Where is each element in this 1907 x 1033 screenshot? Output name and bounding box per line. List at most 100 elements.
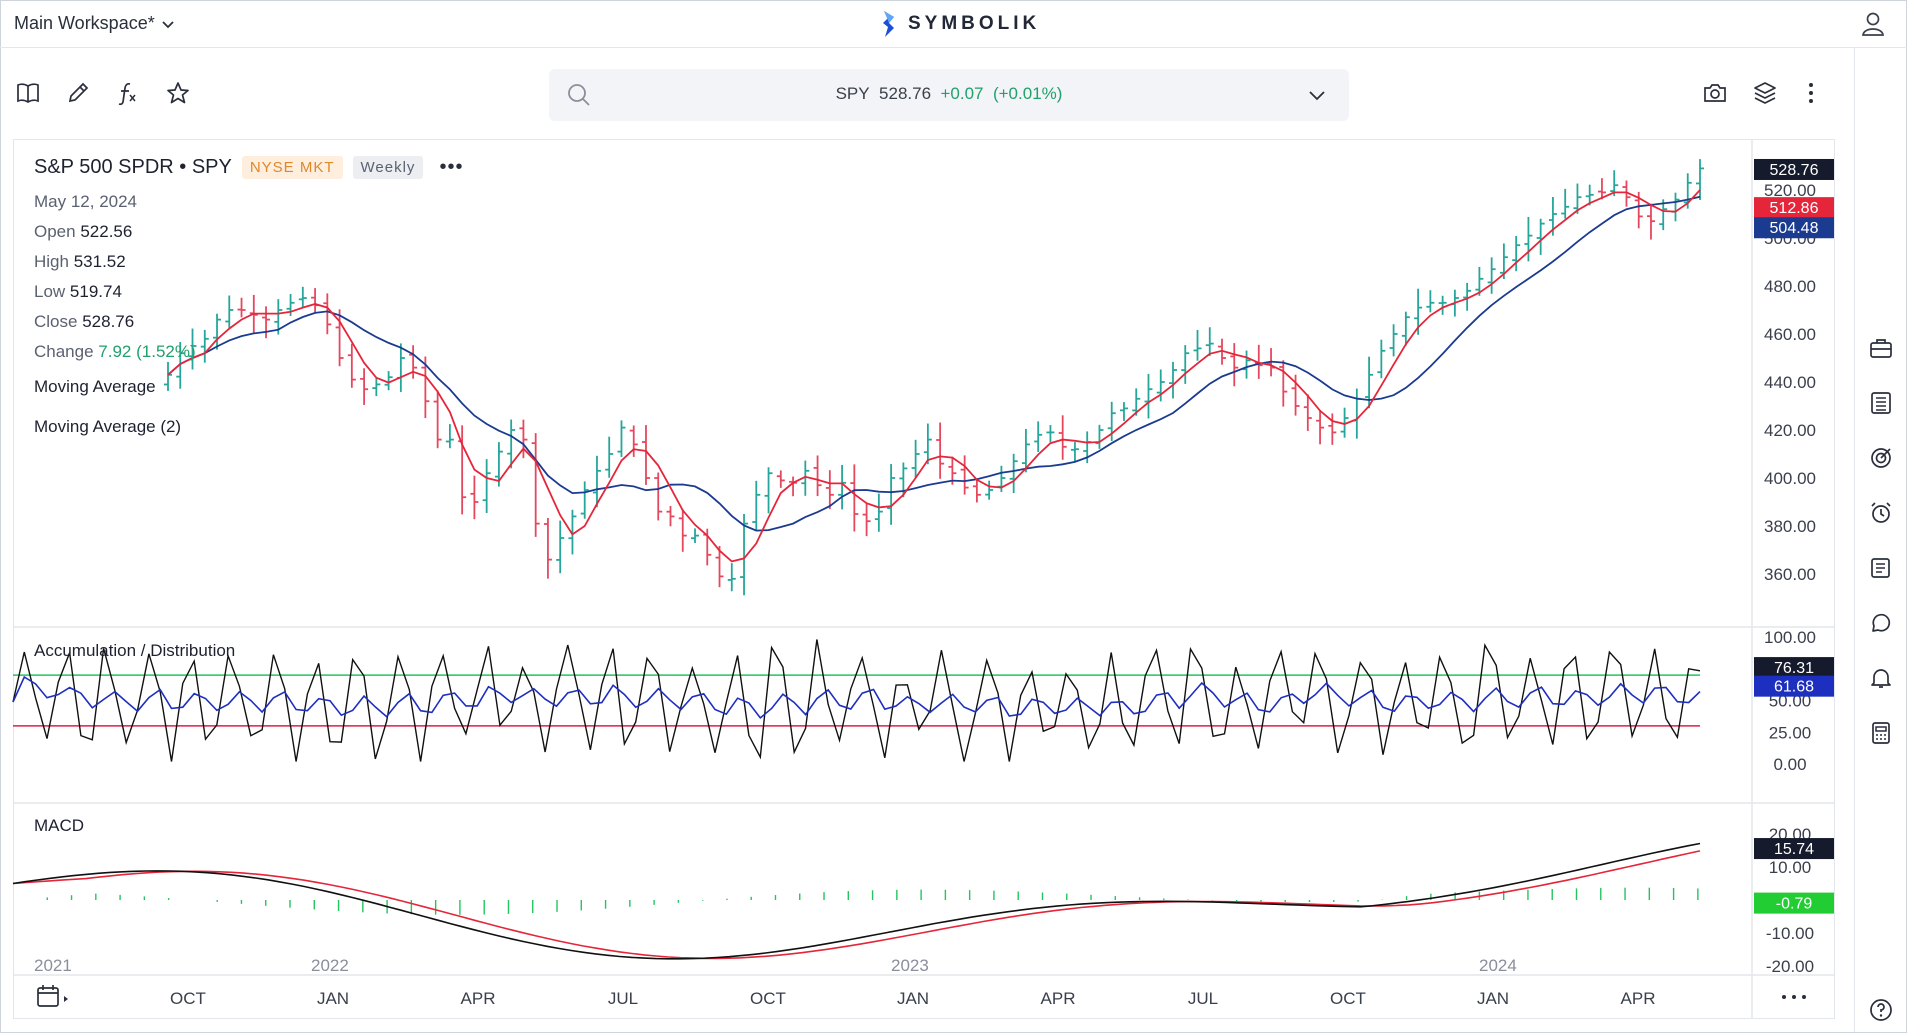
ma-fast-tag-bg xyxy=(1754,197,1834,219)
time-axis-tick: APR xyxy=(1621,989,1656,1008)
function-icon[interactable] xyxy=(115,80,141,106)
price-axis-tick: 440.00 xyxy=(1764,373,1816,392)
candle xyxy=(1070,442,1079,462)
candle xyxy=(298,286,307,308)
candle xyxy=(568,509,577,555)
candle xyxy=(1009,453,1018,494)
candle xyxy=(1524,216,1533,262)
candle xyxy=(1389,324,1398,357)
macd-last-tag: 15.74 xyxy=(1754,838,1834,860)
candle xyxy=(1463,282,1472,311)
ad-signal-tag: 61.68 xyxy=(1754,675,1834,697)
candle xyxy=(764,467,773,514)
candle xyxy=(1095,424,1104,449)
ma-slow-label[interactable]: Moving Average (2) xyxy=(34,417,182,437)
chat-icon[interactable] xyxy=(1869,611,1893,635)
candle xyxy=(825,470,834,510)
pencil-icon[interactable] xyxy=(65,80,91,106)
more-options-icon[interactable]: ••• xyxy=(439,156,464,178)
alarm-clock-icon[interactable] xyxy=(1869,501,1893,525)
instrument-title[interactable]: S&P 500 SPDR • SPY xyxy=(34,156,232,178)
workspace-selector[interactable]: Main Workspace* xyxy=(14,13,175,34)
time-axis-tick: JUL xyxy=(608,989,638,1008)
open-value: 522.56 xyxy=(80,222,133,241)
candle xyxy=(1058,415,1067,460)
candle xyxy=(1659,199,1668,231)
right-sidebar xyxy=(1854,48,1906,1032)
candle xyxy=(789,476,798,497)
chart-panel[interactable] xyxy=(13,139,1835,1019)
candle xyxy=(654,472,663,521)
calendar-icon[interactable] xyxy=(36,984,72,1010)
time-axis-tick: JAN xyxy=(317,989,349,1008)
camera-icon[interactable] xyxy=(1702,80,1728,106)
layers-icon[interactable] xyxy=(1752,80,1778,106)
more-horizontal-icon[interactable] xyxy=(1780,992,1808,1002)
candle xyxy=(1426,290,1435,313)
candle xyxy=(396,343,405,392)
briefcase-icon[interactable] xyxy=(1869,336,1893,360)
book-icon[interactable] xyxy=(15,80,41,106)
candle xyxy=(360,368,369,405)
quote-change-pct: (+0.01%) xyxy=(992,84,1063,103)
candle xyxy=(1328,413,1337,445)
kebab-menu-icon[interactable] xyxy=(1798,80,1824,106)
legend-open: Open 522.56 xyxy=(34,222,132,242)
candle xyxy=(188,328,197,370)
ma-fast-tag: 512.86 xyxy=(1754,197,1834,219)
symbol-search-bar[interactable]: SPY 528.76 +0.07 (+0.01%) xyxy=(549,69,1349,121)
open-label: Open xyxy=(34,222,76,241)
candle xyxy=(1168,361,1177,399)
macd-title[interactable]: MACD xyxy=(34,816,85,835)
last-price-tag: 528.76 xyxy=(1754,158,1834,180)
candle xyxy=(617,420,626,457)
candle xyxy=(813,455,822,497)
candle xyxy=(678,509,687,552)
candle xyxy=(164,361,172,391)
macd-hist-tag-bg xyxy=(1754,892,1834,914)
candle xyxy=(176,342,185,389)
candle xyxy=(923,423,932,465)
star-icon[interactable] xyxy=(165,80,191,106)
ma-fast-tag-text: 512.86 xyxy=(1770,200,1819,217)
candle xyxy=(1144,373,1153,419)
candle xyxy=(985,480,994,500)
candle xyxy=(1438,295,1447,315)
ad-axis-tick: 0.00 xyxy=(1773,755,1806,774)
candle xyxy=(801,460,810,496)
legend-date: May 12, 2024 xyxy=(34,192,138,211)
candle xyxy=(1132,388,1141,416)
chevron-down-icon[interactable] xyxy=(1307,86,1327,106)
exchange-badge: NYSE MKT xyxy=(241,156,343,179)
workspace-name: Main Workspace* xyxy=(14,13,155,33)
close-value: 528.76 xyxy=(82,312,135,331)
macd-axis-tick: -10.00 xyxy=(1766,924,1814,943)
bell-icon[interactable] xyxy=(1869,666,1893,690)
interval-badge[interactable]: Weekly xyxy=(352,156,424,179)
price-axis-tick: 400.00 xyxy=(1764,469,1816,488)
low-value: 519.74 xyxy=(69,282,122,301)
help-icon[interactable] xyxy=(1869,998,1893,1022)
brand-name: SYMBOLIK xyxy=(908,13,1041,34)
year-label: 2024 xyxy=(1479,956,1517,975)
calculator-icon[interactable] xyxy=(1869,721,1893,745)
table-icon[interactable] xyxy=(1869,391,1893,415)
legend-close: Close 528.76 xyxy=(34,312,134,332)
news-icon[interactable] xyxy=(1869,556,1893,580)
candle xyxy=(1622,180,1631,207)
quote-symbol: SPY xyxy=(835,84,870,103)
candle xyxy=(347,343,356,388)
target-icon[interactable] xyxy=(1869,446,1893,470)
ma-fast-label[interactable]: Moving Average xyxy=(34,377,156,397)
candle xyxy=(740,513,749,596)
candle xyxy=(237,297,246,318)
change-label: Change xyxy=(34,342,94,361)
price-axis-tick: 480.00 xyxy=(1764,277,1816,296)
time-axis-tick: OCT xyxy=(750,989,786,1008)
ad-title[interactable]: Accumulation / Distribution xyxy=(34,641,236,660)
user-icon[interactable] xyxy=(1861,11,1885,37)
candle xyxy=(1561,188,1570,219)
candle xyxy=(384,371,393,391)
candle xyxy=(1193,329,1202,361)
